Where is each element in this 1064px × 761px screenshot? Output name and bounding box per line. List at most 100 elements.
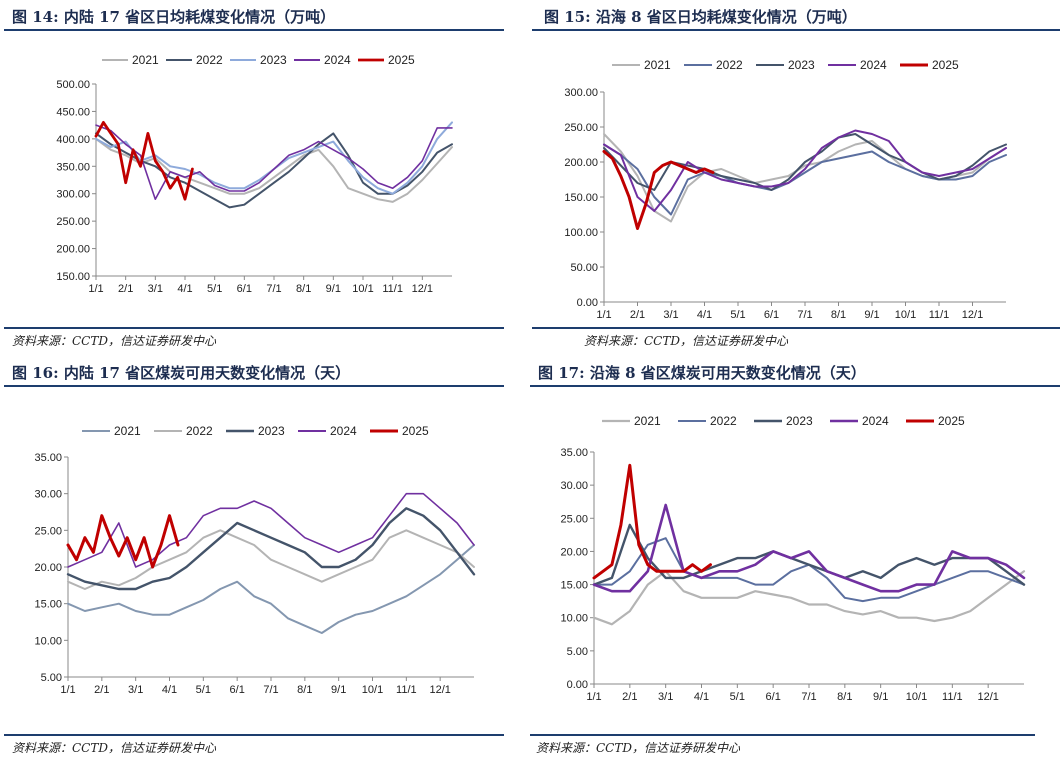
y-tick-label: 350.00 xyxy=(56,161,90,173)
x-tick-label: 11/1 xyxy=(382,283,403,295)
legend-label: 2022 xyxy=(716,58,743,72)
line-chart-coastal-days: 0.00 5.00 10.00 15.00 20.00 25.00 30.00 35.00 1/… xyxy=(560,414,1026,703)
y-tick-label: 35.00 xyxy=(560,447,588,459)
legend-label: 2021 xyxy=(114,424,141,438)
x-tick-label: 12/1 xyxy=(977,691,998,703)
series-line-2025 xyxy=(602,150,715,230)
line-chart-inland-days: 5.00 10.00 15.00 20.00 25.00 30.00 35.00 1/1 2/1… xyxy=(34,424,476,696)
source-divider xyxy=(532,327,1060,329)
legend-label: 2023 xyxy=(258,424,285,438)
x-tick-label: 3/1 xyxy=(663,309,678,321)
chart-title: 图 14: 内陆 17 省区日均耗煤变化情况（万吨） xyxy=(12,8,336,26)
x-tick-label: 4/1 xyxy=(694,691,709,703)
legend-label: 2025 xyxy=(402,424,429,438)
x-tick-label: 3/1 xyxy=(658,691,673,703)
x-tick-label: 12/1 xyxy=(412,283,433,295)
y-tick-label: 10.00 xyxy=(34,635,62,647)
series-line-2022 xyxy=(95,132,453,209)
legend-label: 2025 xyxy=(388,53,415,67)
x-tick-label: 9/1 xyxy=(326,283,341,295)
legend-label: 2022 xyxy=(710,414,737,428)
source-note: 资料来源：CCTD，信达证券研发中心 xyxy=(536,741,740,755)
x-tick-label: 2/1 xyxy=(622,691,637,703)
legend-label: 2021 xyxy=(644,58,671,72)
x-tick-label: 7/1 xyxy=(801,691,816,703)
x-tick-label: 1/1 xyxy=(60,684,75,696)
legend-label: 2022 xyxy=(196,53,223,67)
x-tick-label: 2/1 xyxy=(118,283,133,295)
y-tick-label: 25.00 xyxy=(560,513,588,525)
y-tick-label: 200.00 xyxy=(56,244,90,256)
title-divider xyxy=(4,385,504,387)
legend-label: 2024 xyxy=(330,424,357,438)
y-tick-label: 15.00 xyxy=(34,599,62,611)
y-tick-label: 500.00 xyxy=(56,79,90,91)
x-tick-label: 8/1 xyxy=(831,309,846,321)
series-line-2025 xyxy=(592,463,712,580)
title-divider xyxy=(530,385,1060,387)
legend-label: 2024 xyxy=(862,414,889,428)
x-tick-label: 4/1 xyxy=(162,684,177,696)
x-tick-label: 10/1 xyxy=(906,691,927,703)
y-tick-label: 0.00 xyxy=(567,679,588,691)
y-tick-label: 250.00 xyxy=(56,216,90,228)
chart-panel-16: 图 16: 内陆 17 省区煤炭可用天数变化情况（天） 5.00 10.00 15.… xyxy=(4,356,504,761)
series-line-2025 xyxy=(66,514,180,569)
y-tick-label: 25.00 xyxy=(34,525,62,537)
x-tick-label: 11/1 xyxy=(942,691,963,703)
x-tick-label: 3/1 xyxy=(148,283,163,295)
chart-title: 图 15: 沿海 8 省区日均耗煤变化情况（万吨） xyxy=(544,8,857,26)
series-line-2024 xyxy=(603,129,1007,212)
x-tick-label: 5/1 xyxy=(730,691,745,703)
y-tick-label: 0.00 xyxy=(577,297,598,309)
series-line-2023 xyxy=(592,523,1026,586)
source-note: 资料来源：CCTD，信达证券研发中心 xyxy=(584,334,788,348)
y-tick-label: 5.00 xyxy=(567,646,588,658)
chart-panel-17: 图 17: 沿海 8 省区煤炭可用天数变化情况（天） 0.00 5.00 10.00… xyxy=(530,356,1060,761)
source-divider xyxy=(4,734,504,736)
x-tick-label: 1/1 xyxy=(596,309,611,321)
y-tick-label: 250.00 xyxy=(564,122,598,134)
legend-label: 2025 xyxy=(938,414,965,428)
legend-label: 2024 xyxy=(324,53,351,67)
line-chart-coastal-consumption: 0.00 50.00 100.00 150.00 200.00 250.00 300.00 1… xyxy=(564,58,1007,321)
x-tick-label: 6/1 xyxy=(237,283,252,295)
y-tick-label: 150.00 xyxy=(56,271,90,283)
x-tick-label: 6/1 xyxy=(764,309,779,321)
series-line-2025 xyxy=(94,121,194,201)
x-tick-label: 11/1 xyxy=(929,309,950,321)
x-tick-label: 4/1 xyxy=(697,309,712,321)
x-tick-label: 12/1 xyxy=(429,684,450,696)
x-tick-label: 4/1 xyxy=(177,283,192,295)
x-tick-label: 8/1 xyxy=(297,684,312,696)
x-tick-label: 9/1 xyxy=(331,684,346,696)
y-tick-label: 5.00 xyxy=(41,672,62,684)
y-tick-label: 10.00 xyxy=(560,613,588,625)
source-divider xyxy=(4,327,504,329)
x-tick-label: 10/1 xyxy=(895,309,916,321)
y-tick-label: 30.00 xyxy=(34,489,62,501)
x-tick-label: 3/1 xyxy=(128,684,143,696)
chart-panel-14: 图 14: 内陆 17 省区日均耗煤变化情况（万吨） 150.00 200.00 2… xyxy=(4,0,504,355)
series-line-2021 xyxy=(592,570,1026,626)
legend-label: 2023 xyxy=(786,414,813,428)
y-tick-label: 450.00 xyxy=(56,106,90,118)
legend-label: 2025 xyxy=(932,58,959,72)
x-tick-label: 1/1 xyxy=(586,691,601,703)
x-tick-label: 8/1 xyxy=(837,691,852,703)
y-tick-label: 15.00 xyxy=(560,580,588,592)
x-tick-label: 10/1 xyxy=(362,684,383,696)
source-note: 资料来源：CCTD，信达证券研发中心 xyxy=(12,334,216,348)
series-line-2024 xyxy=(95,124,453,200)
series-line-2023 xyxy=(66,507,476,591)
legend-label: 2023 xyxy=(788,58,815,72)
legend-label: 2021 xyxy=(132,53,159,67)
source-note: 资料来源：CCTD，信达证券研发中心 xyxy=(12,741,216,755)
title-divider xyxy=(532,29,1060,31)
y-tick-label: 300.00 xyxy=(564,87,598,99)
x-tick-label: 12/1 xyxy=(962,309,983,321)
series-line-2022 xyxy=(67,529,475,590)
y-tick-label: 300.00 xyxy=(56,189,90,201)
series-line-2021 xyxy=(95,137,453,203)
y-tick-label: 150.00 xyxy=(564,192,598,204)
